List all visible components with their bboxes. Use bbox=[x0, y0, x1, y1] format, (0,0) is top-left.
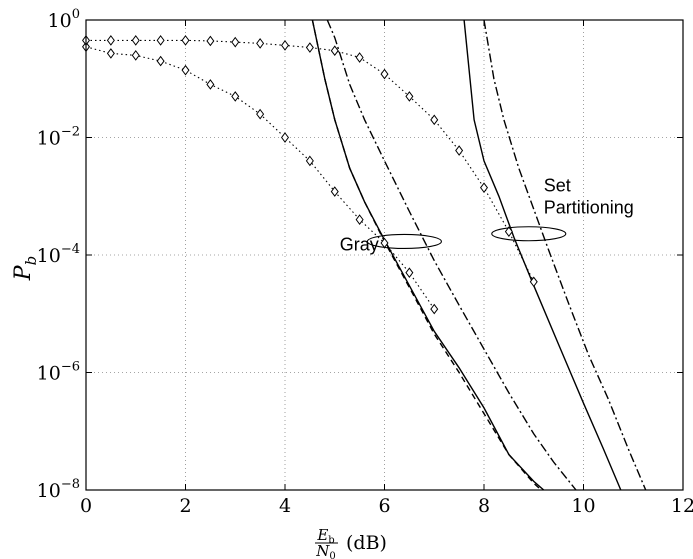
x-tick-label: 10 bbox=[571, 495, 595, 517]
x-tick-label: 6 bbox=[378, 495, 390, 517]
diamond-marker bbox=[504, 226, 513, 237]
annotation-label-2: Set bbox=[544, 176, 571, 196]
diamond-marker bbox=[330, 186, 339, 197]
plot-frame bbox=[85, 19, 684, 491]
diamond-marker bbox=[305, 155, 314, 167]
diamond-marker bbox=[355, 52, 364, 63]
annotation-ellipse-2 bbox=[491, 226, 567, 242]
y-tick-label: 10−6 bbox=[37, 360, 80, 385]
series-line-1 bbox=[311, 19, 545, 491]
diamond-marker bbox=[131, 35, 140, 46]
annotation-label-2: Partitioning bbox=[544, 198, 634, 218]
diamond-marker bbox=[455, 145, 464, 156]
series-line-6 bbox=[85, 46, 435, 310]
x-axis-label: Eb N0 (dB) bbox=[315, 526, 387, 559]
grid-lines bbox=[86, 20, 683, 490]
y-tick-label: 10−8 bbox=[37, 477, 80, 502]
series-line-3 bbox=[326, 19, 577, 491]
diamond-marker bbox=[206, 35, 215, 47]
diamond-marker bbox=[281, 40, 289, 51]
y-axis-label-main: P bbox=[11, 264, 36, 281]
diamond-marker bbox=[181, 64, 190, 76]
annotation-ellipse-1 bbox=[366, 233, 442, 250]
diamond-marker bbox=[281, 132, 289, 143]
diamond-marker bbox=[430, 303, 439, 315]
x-axis-label-numerator: Eb bbox=[316, 526, 334, 546]
diamond-marker bbox=[156, 35, 165, 46]
x-tick-label: 4 bbox=[279, 495, 291, 517]
diamond-marker bbox=[405, 267, 414, 279]
series-group bbox=[82, 19, 647, 491]
axis-ticks: 0 2 4 6 8 10 12 100 10−2 10−4 10−6 10−8 bbox=[37, 7, 693, 517]
diamond-marker bbox=[156, 55, 165, 67]
diamond-marker bbox=[231, 91, 240, 102]
diamond-marker bbox=[405, 91, 414, 102]
x-tick-label: 2 bbox=[179, 495, 191, 517]
diamond-marker bbox=[206, 79, 215, 90]
y-tick-label: 100 bbox=[48, 7, 80, 32]
x-axis-label-denominator: N0 bbox=[315, 542, 336, 559]
diamond-marker bbox=[256, 38, 265, 49]
diamond-marker bbox=[305, 42, 314, 53]
diamond-marker bbox=[480, 182, 488, 193]
series-line-2 bbox=[311, 19, 542, 491]
y-axis-label: Pb bbox=[11, 256, 40, 281]
diamond-marker bbox=[256, 108, 265, 120]
diamond-marker bbox=[529, 276, 538, 288]
diamond-marker bbox=[106, 48, 115, 59]
y-axis-label-sub: b bbox=[22, 256, 40, 266]
x-axis-label-unit: (dB) bbox=[346, 532, 387, 554]
y-tick-label: 10−4 bbox=[37, 242, 80, 267]
x-tick-label: 8 bbox=[478, 495, 490, 517]
diamond-marker bbox=[355, 214, 364, 225]
diamond-marker bbox=[380, 237, 389, 249]
diamond-marker bbox=[181, 35, 190, 46]
series-line-5 bbox=[483, 19, 647, 491]
x-tick-label: 12 bbox=[671, 495, 693, 517]
y-tick-label: 10−2 bbox=[37, 125, 80, 150]
diamond-marker bbox=[430, 114, 439, 126]
diamond-marker bbox=[131, 50, 140, 61]
diamond-marker bbox=[380, 68, 389, 80]
diamond-marker bbox=[330, 45, 339, 57]
x-tick-label: 0 bbox=[80, 495, 92, 517]
diamond-marker bbox=[106, 35, 115, 46]
diamond-marker bbox=[231, 36, 240, 48]
annotation-label-1: Gray bbox=[340, 234, 379, 254]
